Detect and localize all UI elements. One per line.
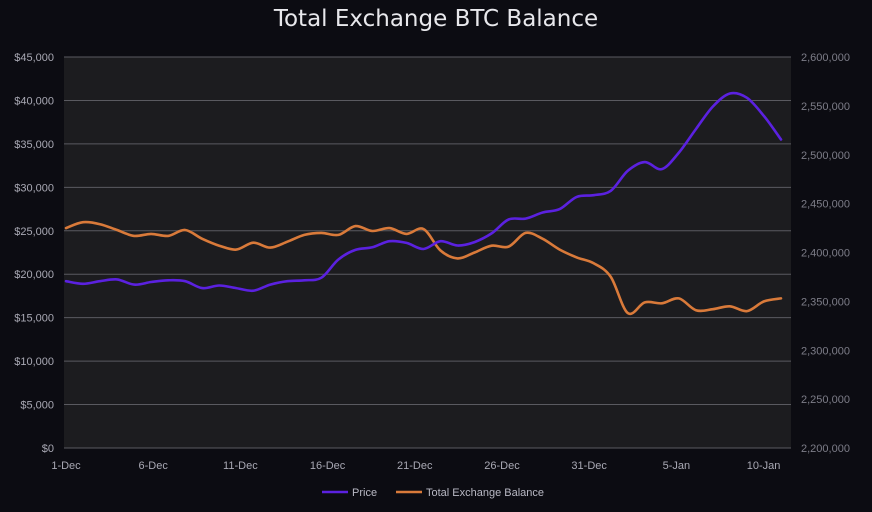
legend-label: Total Exchange Balance <box>426 487 544 499</box>
left-tick-label: $40,000 <box>14 95 54 107</box>
legend-label: Price <box>352 487 377 499</box>
legend-price: Price <box>322 487 377 499</box>
right-tick-label: 2,250,000 <box>801 394 850 406</box>
left-tick-label: $25,000 <box>14 226 54 238</box>
left-tick-label: $30,000 <box>14 182 54 194</box>
right-tick-label: 2,200,000 <box>801 443 850 455</box>
x-tick-label: 1-Dec <box>51 460 81 472</box>
left-tick-label: $15,000 <box>14 313 54 325</box>
left-tick-label: $45,000 <box>14 52 54 64</box>
left-tick-label: $5,000 <box>20 400 54 412</box>
x-tick-label: 26-Dec <box>484 460 520 472</box>
price-line <box>64 91 783 293</box>
right-axis-ticks: 2,200,000 2,250,000 2,300,000 2,350,000 2,40… <box>801 52 850 455</box>
right-tick-label: 2,500,000 <box>801 150 850 162</box>
x-axis-ticks: 1-Dec 6-Dec 11-Dec 16-Dec 21-Dec 26-Dec 31-Dec… <box>51 460 780 472</box>
left-tick-label: $0 <box>42 443 54 455</box>
legend: Price Total Exchange Balance <box>322 487 544 499</box>
x-tick-label: 21-Dec <box>397 460 433 472</box>
legend-balance: Total Exchange Balance <box>396 487 544 499</box>
series-lines <box>64 91 783 316</box>
right-tick-label: 2,400,000 <box>801 248 850 260</box>
balance-line <box>64 220 783 316</box>
right-tick-label: 2,450,000 <box>801 199 850 211</box>
left-tick-label: $35,000 <box>14 139 54 151</box>
right-tick-label: 2,600,000 <box>801 52 850 64</box>
chart-title: Total Exchange BTC Balance <box>273 6 599 32</box>
left-axis-ticks: $0 $5,000 $10,000 $15,000 $20,000 $25,000 $30,… <box>14 52 54 455</box>
right-tick-label: 2,300,000 <box>801 345 850 357</box>
left-tick-label: $10,000 <box>14 356 54 368</box>
left-tick-label: $20,000 <box>14 269 54 281</box>
x-tick-label: 11-Dec <box>223 460 258 472</box>
x-tick-label: 6-Dec <box>139 460 169 472</box>
right-tick-label: 2,350,000 <box>801 296 850 308</box>
plot-area <box>64 57 791 448</box>
x-tick-label: 10-Jan <box>747 460 781 472</box>
x-tick-label: 5-Jan <box>663 460 691 472</box>
right-tick-label: 2,550,000 <box>801 101 850 113</box>
x-tick-label: 31-Dec <box>571 460 607 472</box>
x-tick-label: 16-Dec <box>310 460 346 472</box>
